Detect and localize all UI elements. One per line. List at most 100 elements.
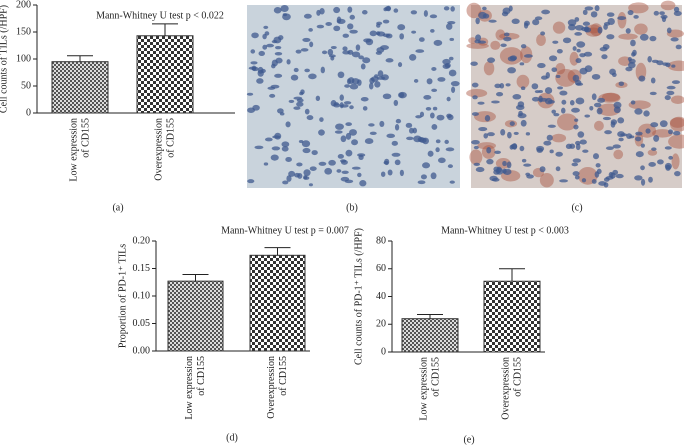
nucleus [471,82,479,88]
nucleus [266,43,275,48]
nucleus [507,131,512,139]
stain [601,92,620,102]
nucleus [640,165,645,171]
stain [555,68,577,87]
nucleus [520,86,526,91]
stain [660,0,676,11]
nucleus [591,73,601,80]
nucleus [360,63,366,70]
nucleus [597,26,603,34]
nucleus [653,134,660,142]
nucleus [444,139,449,144]
nucleus [635,136,642,142]
nucleus [675,44,682,50]
nucleus [562,37,572,44]
bar [51,61,109,114]
nucleus [328,54,336,58]
nucleus [348,77,355,84]
stain [618,33,638,40]
nucleus [386,133,396,139]
nucleus [519,145,525,152]
nucleus [308,73,317,80]
nucleus [330,100,337,107]
nucleus [288,99,295,103]
nucleus [250,61,258,65]
nucleus [551,109,557,114]
nucleus [472,95,478,100]
nucleus [311,150,318,156]
nucleus [664,146,672,150]
nucleus [503,32,510,37]
stain [516,74,530,89]
nucleus [500,43,507,48]
nucleus [499,83,505,89]
nucleus [559,179,568,183]
y-tick-label: 0.10 [133,290,151,301]
nucleus [410,10,418,15]
nucleus [594,5,600,12]
nucleus [638,75,646,82]
nucleus [506,161,512,169]
nucleus [445,147,455,152]
nucleus [671,80,680,85]
nucleus [593,153,600,160]
nucleus [575,24,584,31]
nucleus [408,127,414,134]
nucleus [391,140,398,146]
nucleus [584,6,594,11]
nucleus [380,171,386,177]
nucleus [556,49,563,54]
nucleus [520,44,527,49]
nucleus [471,139,480,145]
nucleus [294,172,300,178]
nucleus [340,159,347,163]
nucleus [602,44,610,50]
nucleus [308,183,313,187]
nucleus [547,124,556,128]
nucleus [603,182,609,188]
nucleus [391,152,401,157]
nucleus [293,67,299,73]
nucleus [574,118,579,122]
nucleus [298,140,304,144]
nucleus [591,179,597,184]
nucleus [376,23,381,28]
nucleus [382,19,390,24]
nucleus [595,163,601,168]
nucleus [484,114,491,122]
nucleus [537,62,546,69]
nucleus [488,19,497,23]
nucleus [415,49,425,53]
nucleus [412,127,418,134]
nucleus [423,95,432,100]
stain [668,134,684,149]
nucleus [526,174,534,179]
nucleus [446,96,451,102]
nucleus [435,147,440,153]
nucleus [394,124,400,131]
nucleus [487,57,496,63]
nucleus [377,70,384,77]
nucleus [345,132,352,140]
nucleus [271,146,281,151]
stain [490,40,501,50]
stain [466,42,489,49]
nucleus [555,151,563,157]
nucleus [649,91,657,96]
nucleus [483,133,489,139]
y-tick-label: 80 [376,235,386,246]
nucleus [515,104,525,110]
nucleus [247,107,255,113]
nucleus [582,149,589,153]
nucleus [577,131,585,138]
y-tick-label: 40 [376,291,386,302]
stain [555,62,566,75]
nucleus [502,160,507,167]
nucleus [327,48,334,56]
nucleus [664,95,671,101]
nucleus [267,86,276,90]
nucleus [309,41,314,48]
nucleus [665,164,671,171]
nucleus [413,79,419,83]
x-tick-label: Overexpression [266,356,277,419]
